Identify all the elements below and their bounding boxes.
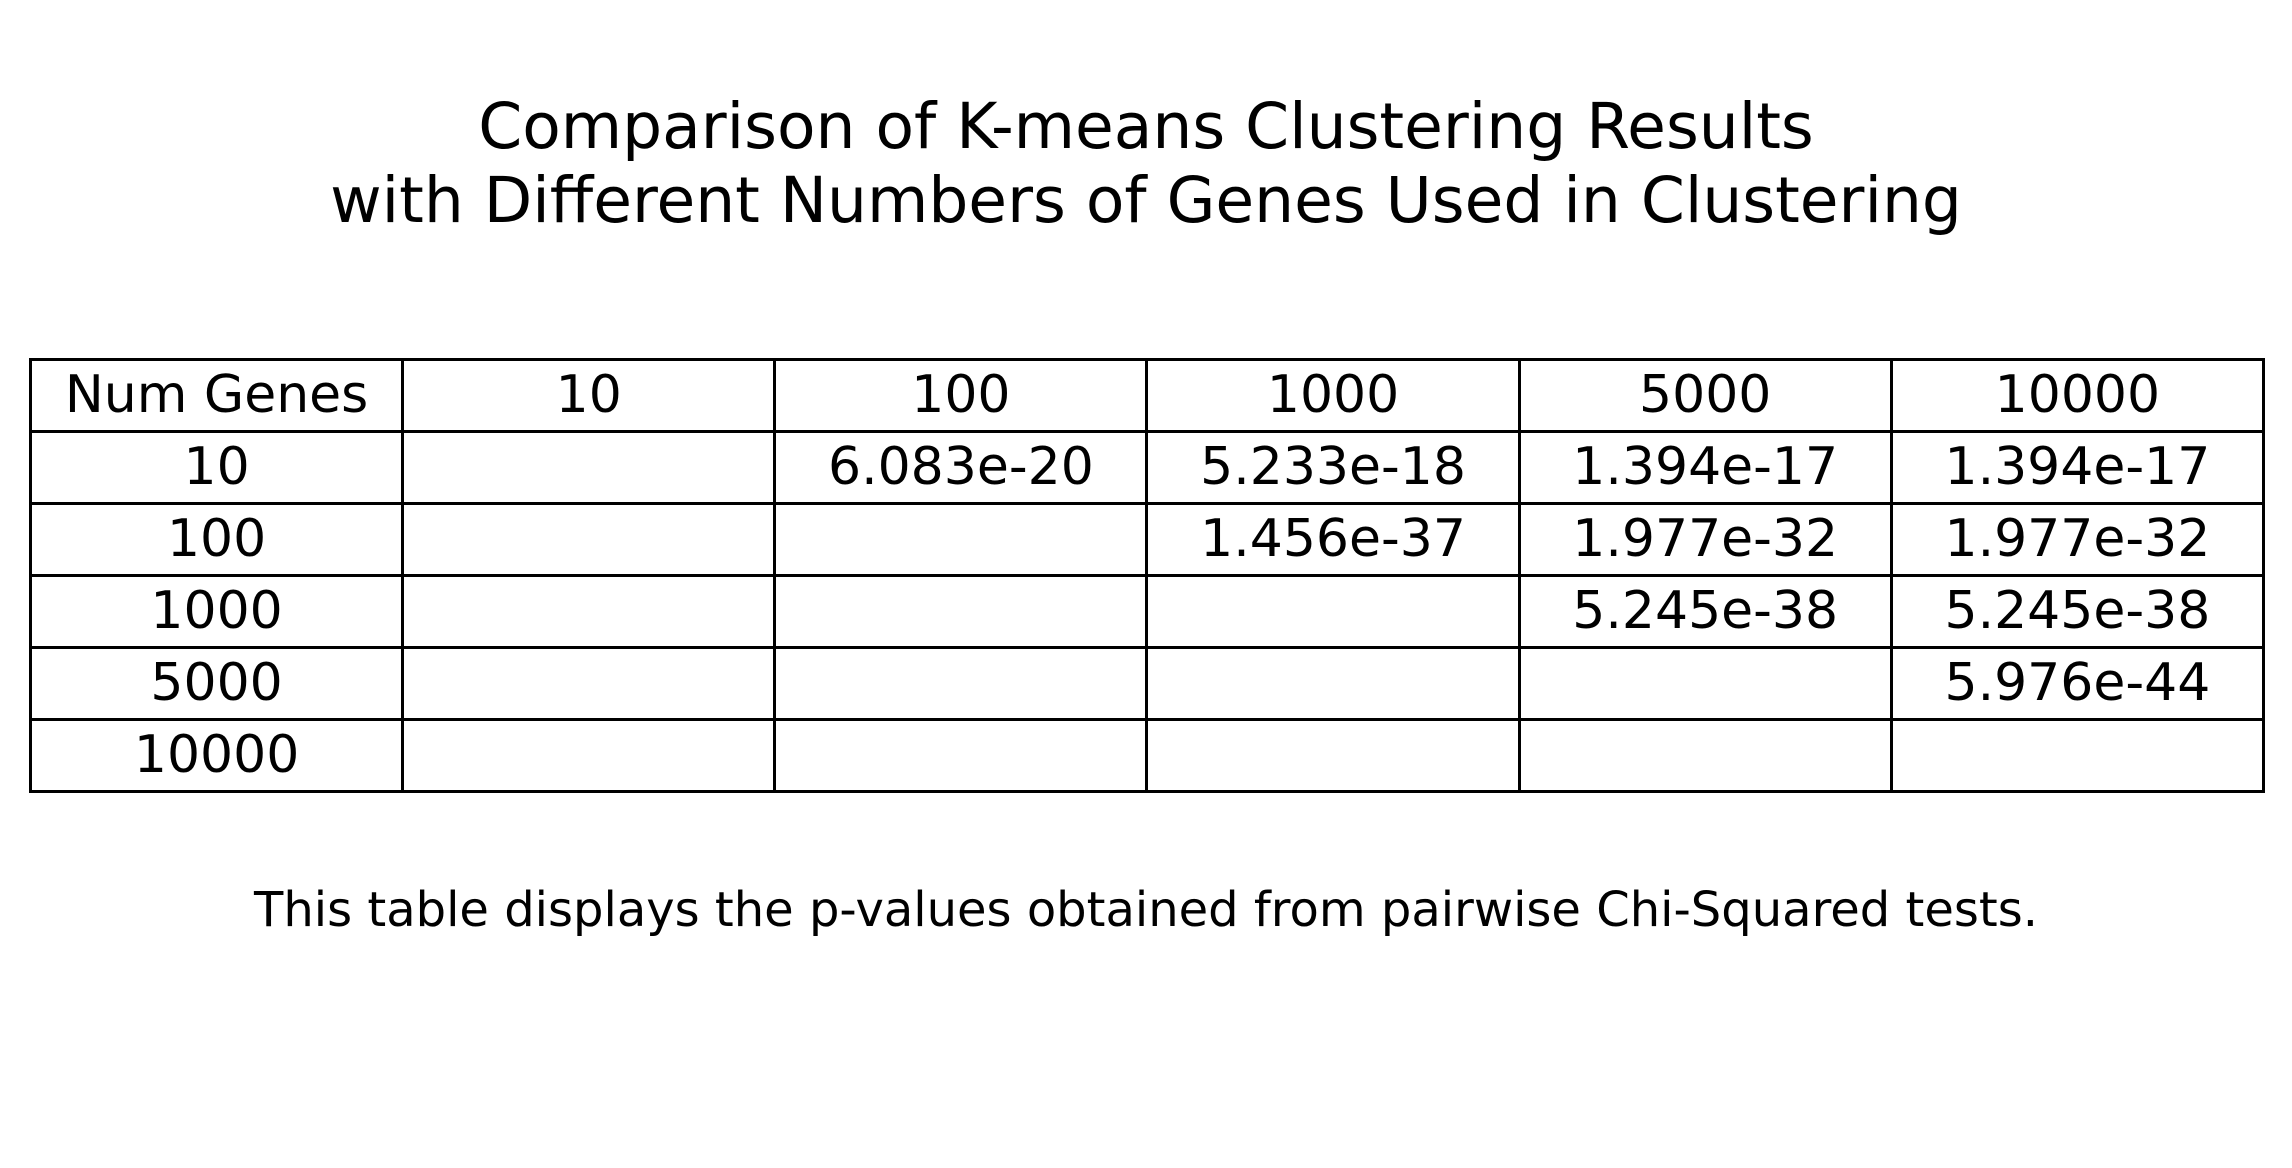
- p-value-cell: [1517, 718, 1893, 793]
- p-value-cell: [401, 718, 777, 793]
- table-row: 10 6.083e-20 5.233e-18 1.394e-17 1.394e-17: [28, 430, 2266, 505]
- p-value-table-container: Num Genes 10 100 1000 5000 10000 10 6.083e-20 5.…: [28, 358, 2266, 793]
- p-value-cell: [773, 646, 1149, 721]
- chart-title-line-2: with Different Numbers of Genes Used in …: [330, 164, 1962, 237]
- p-value-cell: [401, 574, 777, 649]
- row-label-cell: 1000: [28, 574, 405, 649]
- p-value-cell: 1.394e-17: [1889, 430, 2266, 505]
- p-value-cell: [773, 718, 1149, 793]
- header-cell: 10000: [1889, 358, 2266, 433]
- p-value-cell: 5.245e-38: [1889, 574, 2266, 649]
- p-value-cell: 5.233e-18: [1145, 430, 1521, 505]
- p-value-cell: [401, 502, 777, 577]
- table-row: 1000 5.245e-38 5.245e-38: [28, 574, 2266, 649]
- header-cell: 1000: [1145, 358, 1521, 433]
- header-cell-num-genes: Num Genes: [28, 358, 405, 433]
- table-row: 100 1.456e-37 1.977e-32 1.977e-32: [28, 502, 2266, 577]
- p-value-cell: 5.245e-38: [1517, 574, 1893, 649]
- p-value-table: Num Genes 10 100 1000 5000 10000 10 6.083e-20 5.…: [28, 358, 2266, 793]
- table-row: 10000: [28, 718, 2266, 793]
- chart-title-line-1: Comparison of K-means Clustering Results: [478, 90, 1814, 163]
- header-cell: 10: [401, 358, 777, 433]
- p-value-cell: [773, 502, 1149, 577]
- p-value-cell: 1.977e-32: [1517, 502, 1893, 577]
- header-cell: 100: [773, 358, 1149, 433]
- p-value-cell: 1.977e-32: [1889, 502, 2266, 577]
- p-value-cell: [773, 574, 1149, 649]
- p-value-cell: 6.083e-20: [773, 430, 1149, 505]
- p-value-cell: [1517, 646, 1893, 721]
- p-value-cell: 1.394e-17: [1517, 430, 1893, 505]
- p-value-cell: 1.456e-37: [1145, 502, 1521, 577]
- header-cell: 5000: [1517, 358, 1893, 433]
- p-value-cell: 5.976e-44: [1889, 646, 2266, 721]
- p-value-cell: [401, 430, 777, 505]
- chart-title: Comparison of K-means Clustering Results…: [0, 90, 2292, 238]
- table-row: 5000 5.976e-44: [28, 646, 2266, 721]
- row-label-cell: 10000: [28, 718, 405, 793]
- p-value-cell: [1889, 718, 2266, 793]
- p-value-cell: [1145, 646, 1521, 721]
- p-value-cell: [401, 646, 777, 721]
- table-caption: This table displays the p-values obtaine…: [254, 882, 2038, 938]
- p-value-cell: [1145, 574, 1521, 649]
- p-value-table-body: Num Genes 10 100 1000 5000 10000 10 6.083e-20 5.…: [28, 358, 2266, 793]
- row-label-cell: 100: [28, 502, 405, 577]
- row-label-cell: 10: [28, 430, 405, 505]
- p-value-cell: [1145, 718, 1521, 793]
- row-label-cell: 5000: [28, 646, 405, 721]
- table-header-row: Num Genes 10 100 1000 5000 10000: [28, 358, 2266, 433]
